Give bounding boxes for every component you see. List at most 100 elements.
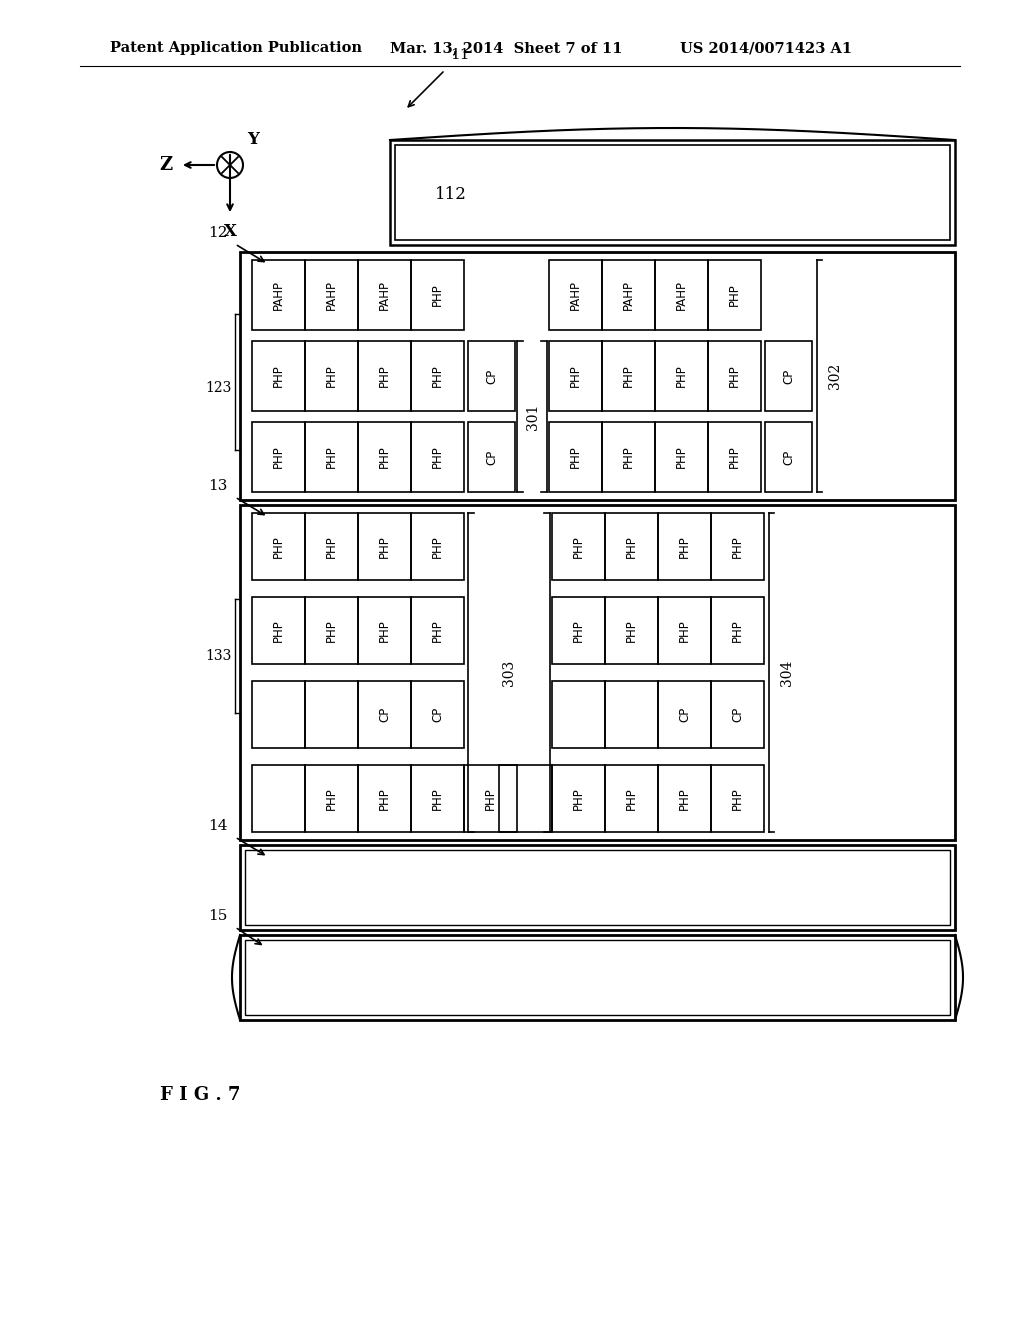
Bar	[358, 260, 411, 330]
Text: CP: CP	[731, 708, 744, 722]
Bar	[252, 513, 305, 579]
Text: PHP: PHP	[728, 446, 741, 469]
Bar	[411, 513, 464, 579]
Bar	[552, 681, 605, 748]
Text: PHP: PHP	[325, 364, 338, 387]
Text: 15: 15	[209, 909, 228, 923]
Text: PHP: PHP	[378, 535, 391, 558]
Bar	[358, 341, 411, 411]
Bar	[658, 513, 711, 579]
Text: PHP: PHP	[622, 364, 635, 387]
Bar	[464, 766, 517, 832]
Bar	[358, 766, 411, 832]
Bar	[305, 513, 358, 579]
Bar	[711, 597, 764, 664]
Bar	[708, 260, 761, 330]
Bar	[240, 935, 955, 1020]
Bar	[549, 341, 602, 411]
Bar	[711, 766, 764, 832]
Text: PAHP: PAHP	[569, 280, 582, 310]
Bar	[552, 597, 605, 664]
Bar	[305, 597, 358, 664]
Text: 301: 301	[526, 404, 540, 430]
Text: PHP: PHP	[431, 284, 444, 306]
Bar	[655, 341, 708, 411]
Text: CP: CP	[782, 449, 795, 465]
Bar	[605, 597, 658, 664]
Bar	[602, 341, 655, 411]
Bar	[658, 681, 711, 748]
Text: PHP: PHP	[378, 619, 391, 642]
Bar	[658, 597, 711, 664]
Bar	[240, 252, 955, 500]
Text: 112: 112	[435, 186, 467, 203]
Text: 11: 11	[450, 48, 469, 62]
Text: X: X	[223, 223, 237, 240]
Text: PHP: PHP	[378, 787, 391, 810]
Text: CP: CP	[431, 708, 444, 722]
Bar	[765, 341, 812, 411]
Bar	[499, 766, 552, 832]
Text: PHP: PHP	[678, 787, 691, 810]
Bar	[305, 422, 358, 492]
Bar	[305, 341, 358, 411]
Text: PHP: PHP	[625, 619, 638, 642]
Text: PHP: PHP	[572, 787, 585, 810]
Bar	[711, 681, 764, 748]
Text: Mar. 13, 2014  Sheet 7 of 11: Mar. 13, 2014 Sheet 7 of 11	[390, 41, 623, 55]
Bar	[390, 140, 955, 246]
Text: 13: 13	[209, 479, 228, 492]
Bar	[411, 260, 464, 330]
Bar	[240, 506, 955, 840]
Text: 12: 12	[209, 226, 228, 240]
Bar	[552, 766, 605, 832]
Text: PAHP: PAHP	[622, 280, 635, 310]
Bar	[245, 850, 950, 925]
Text: CP: CP	[485, 449, 498, 465]
Text: PHP: PHP	[569, 446, 582, 469]
Text: PAHP: PAHP	[378, 280, 391, 310]
Bar	[245, 940, 950, 1015]
Text: PHP: PHP	[378, 446, 391, 469]
Text: 302: 302	[828, 363, 842, 389]
Bar	[711, 513, 764, 579]
Text: PHP: PHP	[625, 535, 638, 558]
Text: PHP: PHP	[569, 364, 582, 387]
Text: PHP: PHP	[325, 535, 338, 558]
Text: Patent Application Publication: Patent Application Publication	[110, 41, 362, 55]
Text: 133: 133	[206, 648, 232, 663]
Text: PHP: PHP	[325, 619, 338, 642]
Text: PHP: PHP	[728, 364, 741, 387]
Text: CP: CP	[485, 368, 498, 384]
Text: PHP: PHP	[272, 619, 285, 642]
Bar	[605, 681, 658, 748]
Text: PHP: PHP	[272, 364, 285, 387]
Bar	[411, 422, 464, 492]
Text: PHP: PHP	[272, 535, 285, 558]
Bar	[358, 513, 411, 579]
Bar	[252, 260, 305, 330]
Bar	[411, 341, 464, 411]
Bar	[395, 145, 950, 240]
Bar	[358, 422, 411, 492]
Bar	[252, 597, 305, 664]
Text: PHP: PHP	[431, 619, 444, 642]
Bar	[305, 260, 358, 330]
Text: PHP: PHP	[625, 787, 638, 810]
Bar	[602, 422, 655, 492]
Bar	[358, 681, 411, 748]
Bar	[411, 597, 464, 664]
Text: PAHP: PAHP	[325, 280, 338, 310]
Text: 303: 303	[502, 660, 516, 685]
Text: PHP: PHP	[675, 364, 688, 387]
Bar	[305, 681, 358, 748]
Text: Z: Z	[159, 156, 172, 174]
Bar	[655, 422, 708, 492]
Bar	[708, 422, 761, 492]
Bar	[549, 260, 602, 330]
Text: PAHP: PAHP	[675, 280, 688, 310]
Text: PHP: PHP	[431, 446, 444, 469]
Text: PHP: PHP	[622, 446, 635, 469]
Bar	[358, 597, 411, 664]
Bar	[252, 681, 305, 748]
